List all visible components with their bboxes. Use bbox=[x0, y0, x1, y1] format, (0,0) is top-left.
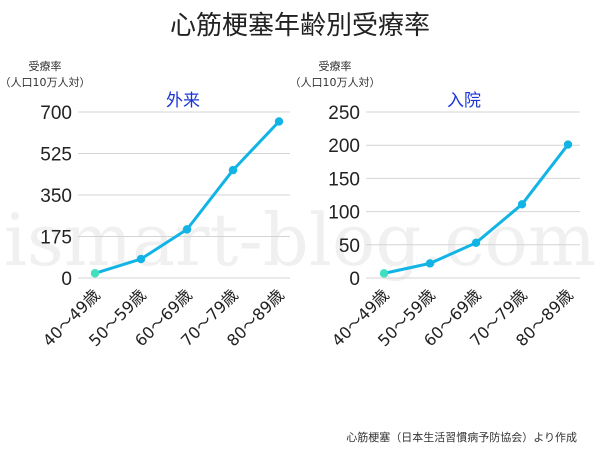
panel-1-data-point bbox=[274, 117, 284, 126]
panel-2-data-point bbox=[471, 238, 481, 248]
watermark: ismart-blog.com bbox=[4, 198, 596, 282]
panel-2-y-axis-label-line: 受療率 bbox=[319, 59, 352, 73]
source-note: 心筋梗塞（日本生活習慣病予防協会）より作成 bbox=[346, 430, 577, 444]
panel-1-title: 外来 bbox=[166, 91, 200, 111]
panel-2-y-tick-label: 100 bbox=[328, 203, 360, 224]
panel-2-y-tick-label: 0 bbox=[349, 269, 360, 290]
panel-1-y-axis-label-line: 受療率 bbox=[29, 59, 62, 73]
panel-2-y-tick-label: 150 bbox=[328, 169, 360, 190]
panel-1-y-tick-label: 350 bbox=[40, 186, 72, 207]
panel-2-y-axis-label-line: （人口10万人対） bbox=[290, 75, 381, 89]
panel-2-y-axis-label: 受療率 （人口10万人対） bbox=[290, 59, 381, 89]
panel-1-data-point bbox=[136, 254, 146, 264]
panel-2-data-point bbox=[517, 200, 527, 209]
panel-2-data-point bbox=[379, 269, 389, 278]
panel-1-y-tick-label: 175 bbox=[40, 228, 72, 249]
panel-2-y-tick-label: 200 bbox=[328, 136, 360, 157]
panel-2-data-point bbox=[563, 140, 573, 149]
panel-1-y-axis-label-line: （人口10万人対） bbox=[0, 75, 91, 89]
panel-2-title: 入院 bbox=[447, 91, 481, 111]
panel-1-y-tick-label: 700 bbox=[40, 103, 72, 124]
panel-1-y-tick-label: 525 bbox=[40, 145, 72, 166]
panel-2-y-tick-label: 50 bbox=[339, 236, 360, 257]
panel-2-data-point bbox=[425, 259, 435, 268]
panel-2-y-tick-label: 250 bbox=[328, 103, 360, 124]
panel-1-data-point bbox=[182, 225, 192, 234]
panel-1-y-tick-label: 0 bbox=[61, 269, 72, 290]
chart-title: 心筋梗塞年齢別受療率 bbox=[170, 11, 430, 41]
panel-1-y-axis-label: 受療率 （人口10万人対） bbox=[0, 59, 91, 89]
panel-1-data-point bbox=[90, 269, 100, 278]
panel-1-data-point bbox=[228, 165, 238, 175]
